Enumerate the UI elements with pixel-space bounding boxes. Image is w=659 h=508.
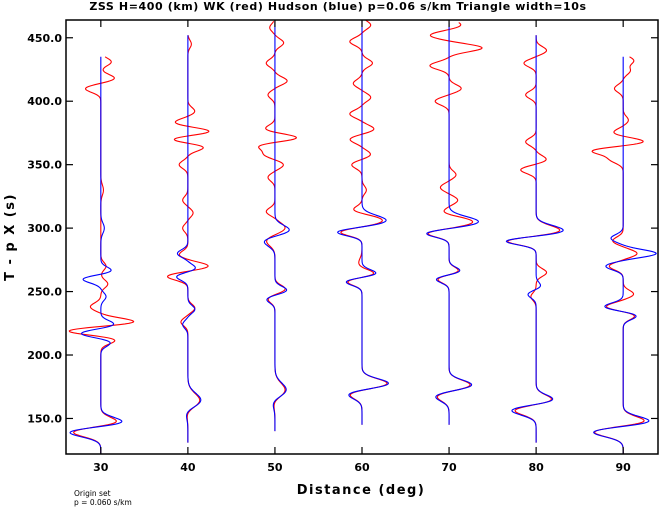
y-tick-label: 400.0 — [27, 95, 62, 108]
trace-wk-60 — [340, 20, 388, 425]
trace-hudson-80 — [505, 35, 564, 443]
x-tick-label: 60 — [354, 461, 370, 474]
trace-wk-50 — [258, 20, 297, 432]
y-tick-label: 350.0 — [27, 159, 62, 172]
trace-wk-90 — [591, 56, 645, 454]
x-tick-label: 80 — [528, 461, 544, 474]
x-axis: 30 40 50 60 70 80 90 — [93, 20, 631, 474]
ray-parameter-note: p = 0.060 s/km — [74, 498, 132, 507]
x-axis-title: Distance (deg) — [297, 483, 426, 498]
x-tick-label: 50 — [267, 461, 283, 474]
y-tick-label: 200.0 — [27, 349, 62, 362]
y-axis-title: T - p X (s) — [3, 193, 18, 281]
chart-title: ZSS H=400 (km) WK (red) Hudson (blue) p=… — [89, 0, 586, 13]
y-axis: 150.0 200.0 250.0 300.0 350.0 400.0 450.0 — [27, 32, 658, 425]
x-tick-label: 70 — [441, 461, 457, 474]
trace-hudson-60 — [337, 20, 389, 425]
x-tick-label: 90 — [616, 461, 632, 474]
trace-hudson-70 — [426, 22, 479, 425]
y-tick-label: 300.0 — [27, 222, 62, 235]
trace-hudson-40 — [176, 35, 202, 443]
traces-group — [68, 20, 657, 454]
trace-hudson-30 — [69, 56, 123, 454]
y-tick-label: 250.0 — [27, 286, 62, 299]
trace-hudson-50 — [263, 21, 290, 432]
trace-hudson-90 — [593, 56, 657, 454]
x-tick-label: 40 — [180, 461, 196, 474]
origin-note: Origin set — [74, 489, 111, 498]
y-tick-label: 450.0 — [27, 32, 62, 45]
y-tick-label: 150.0 — [27, 412, 62, 425]
x-tick-label: 30 — [93, 461, 109, 474]
trace-wk-30 — [68, 56, 135, 454]
